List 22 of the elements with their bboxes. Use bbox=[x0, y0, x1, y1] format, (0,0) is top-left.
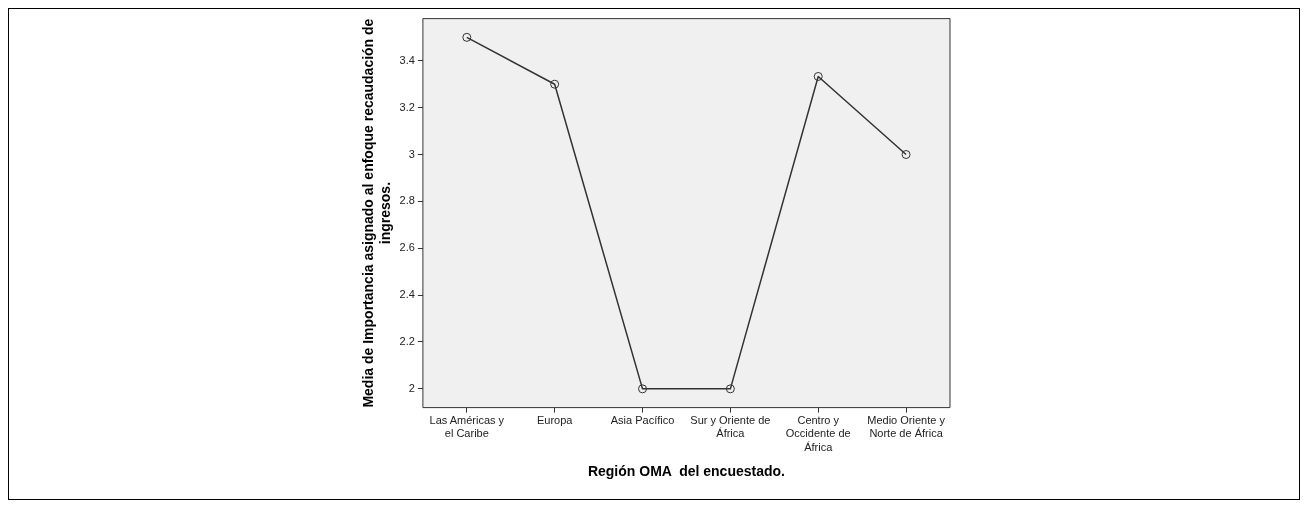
y-tick-label: 2 bbox=[408, 381, 415, 394]
y-tick-label: 2.8 bbox=[399, 194, 415, 207]
x-tick-label: Centro y Occidente de África bbox=[785, 414, 851, 453]
y-tick-label: 2.6 bbox=[399, 241, 415, 254]
point bbox=[462, 32, 472, 42]
y-tick-label: 2.2 bbox=[399, 335, 415, 348]
y-tick-label: 2.4 bbox=[399, 288, 415, 301]
point bbox=[813, 71, 823, 81]
x-tick-label: Las Américas y el Caribe bbox=[429, 414, 505, 440]
x-axis-title: Región OMA del encuestado. bbox=[587, 463, 785, 480]
x-tick-label: Asia Pacífico bbox=[610, 414, 675, 427]
y-tick-label: 3.4 bbox=[399, 53, 415, 66]
point bbox=[550, 79, 560, 89]
point bbox=[901, 150, 911, 160]
y-tick-label: 3 bbox=[408, 147, 415, 160]
point bbox=[638, 384, 648, 394]
y-axis-title: Media de Importancia asignado al enfoque recaudación de ingresos. bbox=[360, 18, 394, 408]
x-tick-label: Europa bbox=[536, 414, 574, 427]
x-tick-label: Sur y Oriente de África bbox=[690, 414, 771, 440]
y-tick-label: 3.2 bbox=[399, 100, 415, 113]
x-tick-label: Medio Oriente y Norte de África bbox=[867, 414, 946, 440]
point bbox=[725, 384, 735, 394]
